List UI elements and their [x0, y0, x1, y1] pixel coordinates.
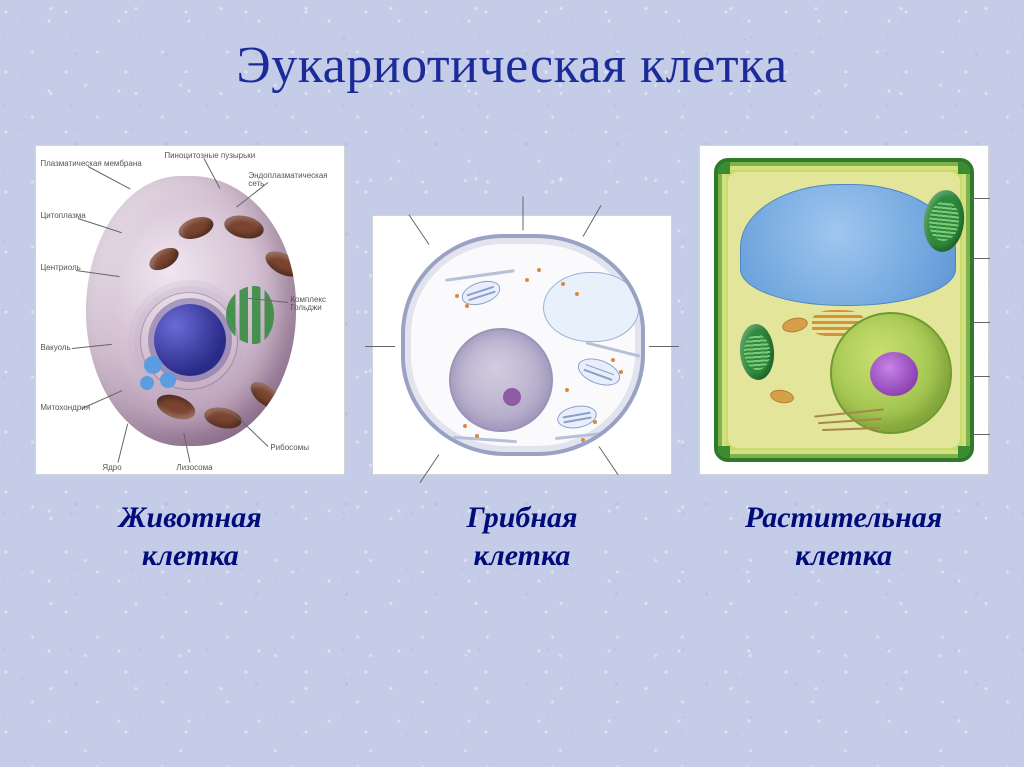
label-golgi: Комплекс Гольджи: [290, 296, 344, 312]
rib: [565, 388, 569, 392]
tube: [585, 341, 640, 357]
plant-cell-wall: [714, 158, 974, 462]
leader-line: [972, 322, 990, 323]
leader-line: [420, 454, 440, 483]
fungal-cell-diagram: [372, 215, 672, 475]
rib: [611, 358, 615, 362]
leader-line: [583, 205, 602, 237]
animal-cell-diagram: Плазматическая мембрана Пиноцитозные пуз…: [35, 145, 345, 475]
rib: [455, 294, 459, 298]
plant-vacuole: [740, 184, 956, 306]
rib: [605, 428, 609, 432]
leader-line: [88, 166, 131, 189]
leader-line: [972, 258, 990, 259]
animal-cell-caption: Животная клетка: [119, 499, 262, 574]
fungal-vacuole: [543, 272, 639, 342]
label-vacuole: Вакуоль: [40, 344, 70, 352]
fungal-cell-caption: Грибная клетка: [466, 499, 577, 574]
wall-corner: [958, 160, 972, 174]
leader-line: [972, 198, 990, 199]
mito-f: [574, 353, 624, 391]
rib: [465, 304, 469, 308]
animal-golgi: [226, 286, 274, 344]
wall-corner: [716, 446, 730, 460]
label-centriole: Центриоль: [40, 264, 80, 272]
animal-cell-box: Плазматическая мембрана Пиноцитозные пуз…: [35, 145, 345, 574]
mito: [176, 213, 216, 243]
plant-nucleolus: [870, 352, 918, 396]
fungal-nucleolus: [503, 388, 521, 406]
wall-corner: [716, 160, 730, 174]
caption-line: Растительная: [745, 501, 942, 534]
rib: [537, 268, 541, 272]
caption-line: клетка: [474, 539, 571, 572]
rib: [561, 282, 565, 286]
rib: [463, 424, 467, 428]
label-nucleus: Ядро: [102, 464, 121, 472]
animal-nucleus: [154, 304, 226, 376]
mito: [146, 243, 183, 275]
label-pino-vesicles: Пиноцитозные пузырьки: [164, 152, 255, 160]
plant-cell-box: Растительная клетка: [699, 145, 989, 574]
caption-line: клетка: [795, 539, 892, 572]
leader-line: [649, 346, 679, 347]
wall-corner: [958, 446, 972, 460]
fungal-nucleus: [449, 328, 553, 432]
mito: [247, 377, 285, 413]
rib: [525, 278, 529, 282]
label-lysosome: Лизосома: [176, 464, 212, 472]
animal-cell-body: [86, 176, 296, 446]
tube: [445, 269, 515, 282]
mito: [222, 212, 266, 242]
page-title: Эукариотическая клетка: [0, 0, 1024, 95]
mito: [262, 246, 296, 281]
leader-line: [972, 434, 990, 435]
leader-line: [365, 346, 395, 347]
cells-row: Плазматическая мембрана Пиноцитозные пуз…: [0, 145, 1024, 574]
caption-line: Грибная: [466, 501, 577, 534]
caption-line: клетка: [142, 539, 239, 572]
rib: [581, 438, 585, 442]
leader-line: [599, 446, 619, 475]
vac-a: [140, 376, 154, 390]
rib: [593, 420, 597, 424]
caption-line: Животная: [119, 501, 262, 534]
label-ribosomes: Рибосомы: [270, 444, 309, 452]
rib: [575, 292, 579, 296]
leader-line: [118, 424, 129, 463]
plant-cell-caption: Растительная клетка: [745, 499, 942, 574]
mito-f: [555, 403, 598, 432]
leader-line: [522, 197, 523, 231]
leader-line: [972, 376, 990, 377]
rib: [619, 370, 623, 374]
plant-cell-diagram: [699, 145, 989, 475]
rib: [475, 434, 479, 438]
fungal-cell-body: [401, 234, 645, 456]
fungal-cell-box: Грибная клетка: [372, 215, 672, 574]
tube: [453, 436, 517, 443]
mito: [154, 390, 199, 424]
leader-line: [408, 214, 429, 244]
